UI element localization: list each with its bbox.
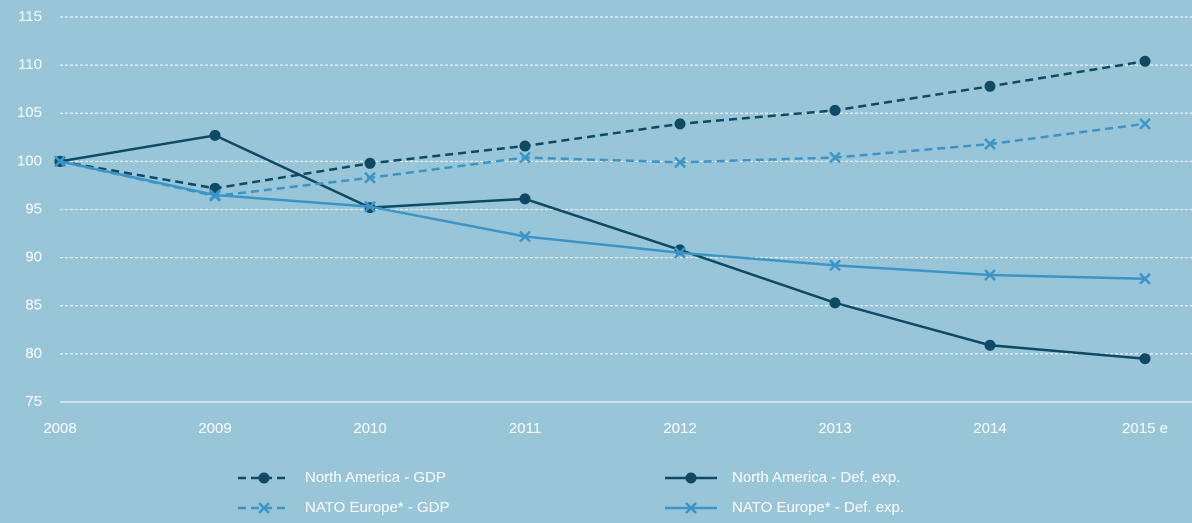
data-point <box>984 269 996 281</box>
data-point <box>829 104 841 116</box>
data-point <box>364 200 376 213</box>
y-tick-label: 80 <box>25 345 42 362</box>
legend-marker <box>258 502 270 514</box>
series-line <box>59 122 1146 198</box>
data-point <box>1139 117 1151 130</box>
data-point <box>519 140 531 152</box>
data-point <box>209 189 221 201</box>
data-point <box>674 156 686 169</box>
x-tick-label: 2011 <box>509 420 541 437</box>
data-point <box>54 155 66 168</box>
data-point <box>364 157 376 169</box>
x-tick-label: 2012 <box>663 420 696 437</box>
x-tick-label: 2008 <box>43 420 76 437</box>
x-tick-label: 2014 <box>973 420 1006 437</box>
data-point <box>209 129 221 141</box>
data-point <box>519 193 531 205</box>
y-tick-label: 75 <box>25 393 42 410</box>
data-point <box>674 118 686 130</box>
data-point <box>829 259 841 272</box>
legend-label: North America - Def. exp. <box>732 469 900 486</box>
series-line <box>59 60 1146 190</box>
series-line <box>59 160 1146 281</box>
data-point <box>674 246 686 259</box>
x-tick-label: 2010 <box>353 420 386 437</box>
y-tick-label: 110 <box>18 56 42 73</box>
data-point <box>984 339 996 351</box>
data-point <box>984 138 996 150</box>
legend-label: NATO Europe* - Def. exp. <box>732 499 904 516</box>
data-point <box>1139 353 1151 365</box>
series-line <box>59 134 1146 360</box>
data-point <box>984 80 996 92</box>
data-point <box>519 230 531 243</box>
x-tick-label: 2013 <box>818 420 851 437</box>
y-tick-label: 85 <box>25 297 42 314</box>
y-tick-label: 115 <box>18 8 42 25</box>
legend-marker <box>685 472 697 484</box>
data-point <box>1139 55 1151 67</box>
data-point <box>364 171 376 184</box>
legend-label: North America - GDP <box>305 469 446 486</box>
y-tick-label: 100 <box>17 152 42 169</box>
data-point <box>1139 272 1151 285</box>
x-tick-label: 2009 <box>198 420 231 437</box>
data-point <box>829 297 841 309</box>
y-tick-label: 105 <box>17 104 42 121</box>
legend-marker <box>258 472 270 484</box>
legend-marker <box>685 502 697 514</box>
data-point <box>519 151 531 164</box>
legend-label: NATO Europe* - GDP <box>305 499 450 516</box>
y-tick-label: 95 <box>25 200 42 217</box>
y-tick-label: 90 <box>25 249 42 266</box>
data-point <box>829 151 841 164</box>
x-tick-label: 2015 e <box>1122 420 1168 437</box>
